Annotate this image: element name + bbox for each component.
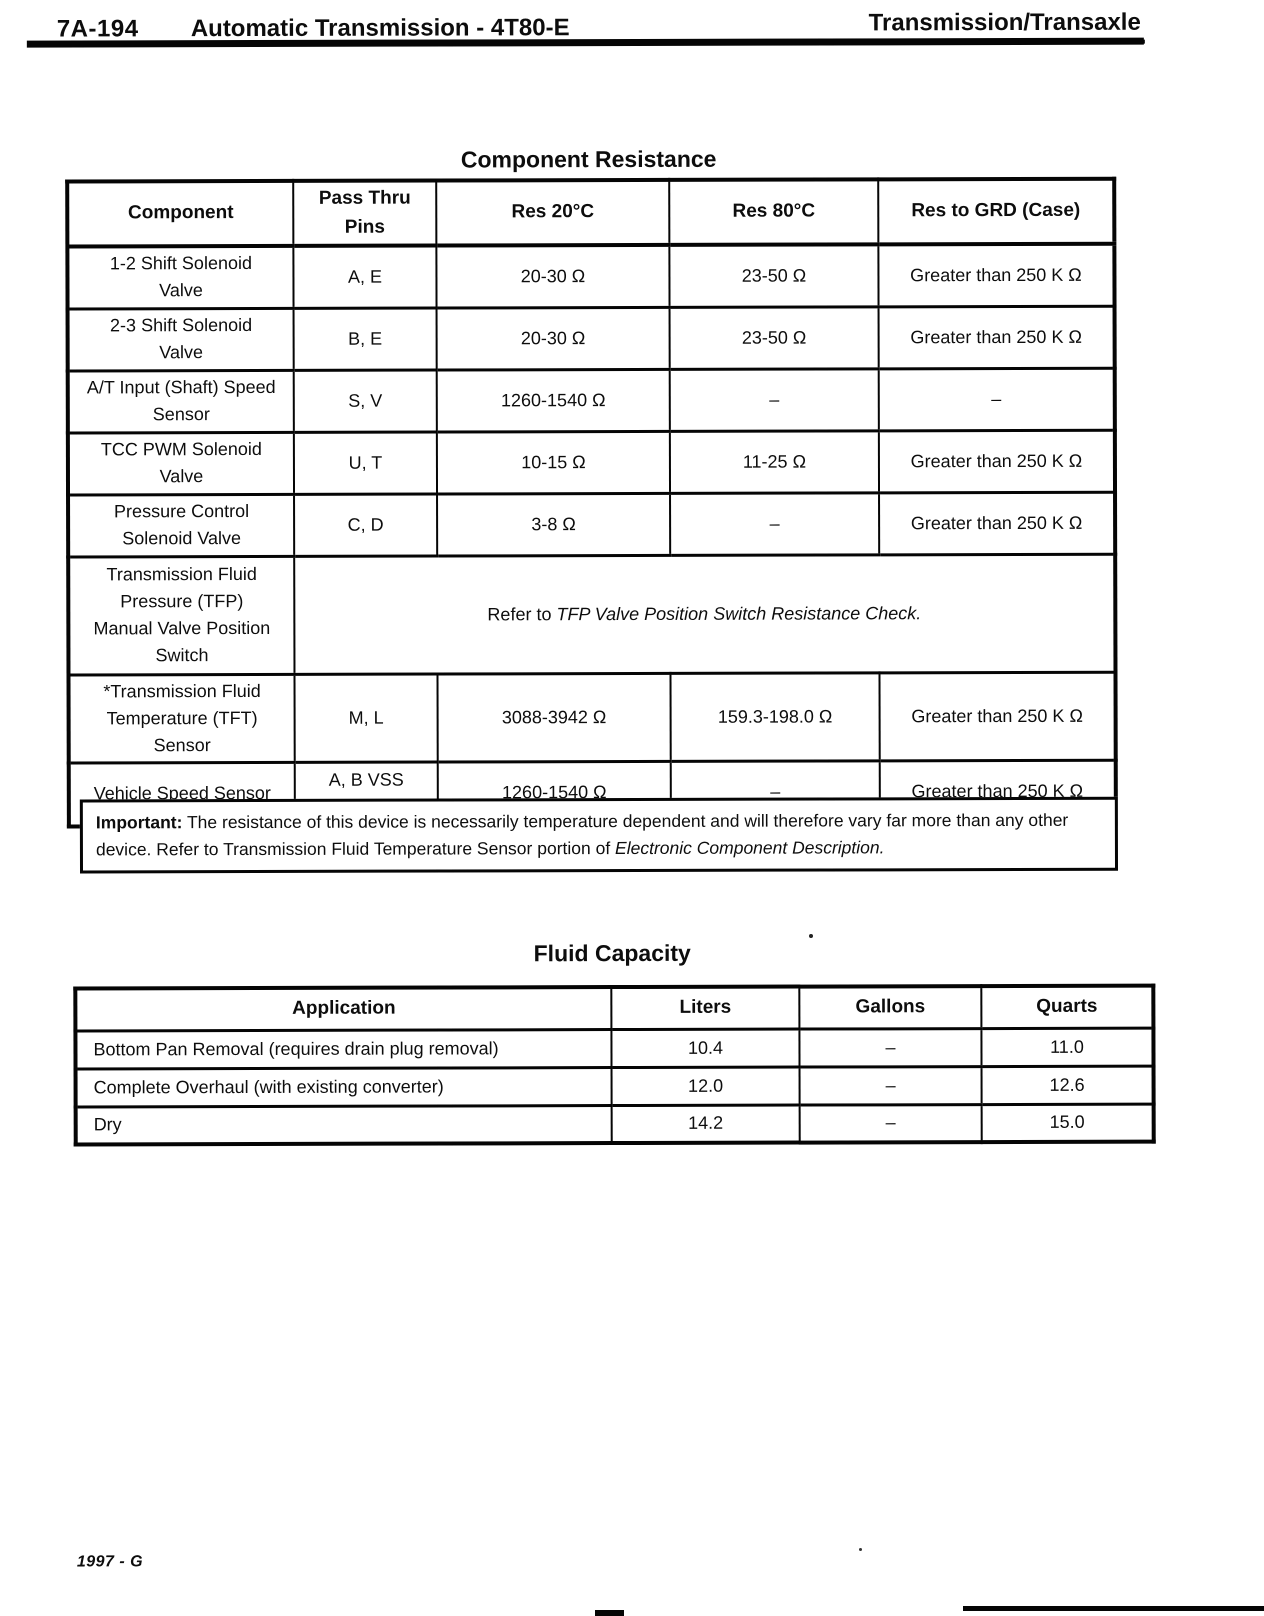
quarts-cell: 11.0 [981, 1027, 1154, 1067]
col-header-gallons: Gallons [799, 986, 982, 1029]
table-row: Bottom Pan Removal (requires drain plug … [75, 1027, 1154, 1069]
col-header-quarts: Quarts [981, 985, 1154, 1029]
pins-cell: U, T [293, 431, 438, 494]
col-header-grd: Res to GRD (Case) [878, 178, 1115, 245]
refer-cell: Refer to TFP Valve Position Switch Resis… [294, 553, 1116, 674]
col-header-liters: Liters [611, 986, 800, 1030]
scan-speck [859, 1548, 862, 1551]
page-number: 7A-194 [56, 15, 139, 43]
table-row: 2-3 Shift Solenoid Valve B, E 20-30 Ω 23… [67, 305, 1115, 371]
refer-reference: TFP Valve Position Switch Resistance Che… [556, 602, 922, 624]
res20-cell: 1260-1540 Ω [436, 368, 670, 432]
quarts-cell: 15.0 [981, 1103, 1154, 1143]
pins-cell: C, D [294, 493, 438, 556]
component-cell: 2-3 Shift Solenoid Valve [67, 307, 294, 371]
scan-mark [595, 1610, 624, 1616]
res80-cell: – [670, 492, 880, 555]
header-rule-tail [1018, 39, 1145, 44]
scan-mark [963, 1606, 1264, 1611]
grd-cell: Greater than 250 K Ω [879, 491, 1116, 555]
grd-cell: Greater than 250 K Ω [878, 429, 1116, 493]
res80-cell: 159.3-198.0 Ω [670, 672, 880, 761]
component-cell: Pressure Control Solenoid Valve [68, 493, 295, 557]
table-row: TCC PWM Solenoid Valve U, T 10-15 Ω 11-2… [67, 429, 1116, 495]
fluid-capacity-table: Application Liters Gallons Quarts Bottom… [73, 983, 1156, 1147]
table-row: Pressure Control Solenoid Valve C, D 3-8… [68, 491, 1116, 557]
table-row-tfp: Transmission Fluid Pressure (TFP) Manual… [68, 553, 1116, 675]
res20-cell: 3-8 Ω [437, 492, 671, 556]
chapter-title: Transmission/Transaxle [868, 8, 1141, 37]
pins-cell: B, E [293, 307, 437, 370]
scan-speck [809, 934, 813, 938]
component-cell: Transmission Fluid Pressure (TFP) Manual… [68, 555, 295, 675]
footer-code: 1997 - G [76, 1553, 144, 1571]
gallons-cell: – [799, 1104, 982, 1143]
component-cell: A/T Input (Shaft) Speed Sensor [67, 369, 294, 433]
grd-cell: Greater than 250 K Ω [879, 671, 1116, 761]
res80-cell: 11-25 Ω [669, 430, 880, 493]
gallons-cell: – [799, 1028, 982, 1067]
res20-cell: 3088-3942 Ω [437, 672, 671, 762]
col-header-component: Component [67, 180, 294, 247]
component-resistance-title: Component Resistance [460, 145, 717, 173]
col-header-res20: Res 20°C [436, 179, 670, 246]
grd-cell: – [878, 367, 1115, 431]
component-resistance-table: Component Pass Thru Pins Res 20°C Res 80… [65, 176, 1118, 829]
table-row: Complete Overhaul (with existing convert… [75, 1065, 1154, 1107]
table-header-row: Application Liters Gallons Quarts [75, 985, 1154, 1031]
important-text: The resistance of this device is necessa… [95, 809, 1069, 860]
gallons-cell: – [799, 1066, 982, 1105]
table-header-row: Component Pass Thru Pins Res 20°C Res 80… [67, 178, 1115, 247]
col-header-application: Application [75, 987, 612, 1031]
application-cell: Bottom Pan Removal (requires drain plug … [75, 1029, 612, 1069]
application-cell: Complete Overhaul (with existing convert… [75, 1067, 612, 1107]
table-row: *Transmission Fluid Temperature (TFT) Se… [68, 671, 1116, 763]
refer-prefix: Refer to [487, 603, 557, 624]
grd-cell: Greater than 250 K Ω [878, 243, 1115, 307]
component-cell: *Transmission Fluid Temperature (TFT) Se… [68, 673, 295, 763]
important-label: Important: [95, 812, 183, 833]
liters-cell: 14.2 [611, 1104, 800, 1144]
col-header-res80: Res 80°C [669, 179, 879, 245]
table-row: A/T Input (Shaft) Speed Sensor S, V 1260… [67, 367, 1115, 433]
col-header-pins: Pass Thru Pins [293, 180, 437, 246]
pins-cell: S, V [293, 369, 437, 432]
res80-cell: 23-50 Ω [669, 306, 879, 369]
component-cell: TCC PWM Solenoid Valve [67, 431, 295, 495]
res20-cell: 20-30 Ω [436, 306, 670, 370]
res20-cell: 10-15 Ω [436, 430, 671, 494]
component-cell: 1-2 Shift Solenoid Valve [67, 245, 294, 309]
application-cell: Dry [75, 1105, 612, 1145]
res80-cell: – [669, 368, 879, 431]
liters-cell: 10.4 [611, 1028, 800, 1068]
pins-cell: A, E [293, 245, 437, 308]
important-note: Important: The resistance of this device… [79, 796, 1119, 874]
quarts-cell: 12.6 [981, 1065, 1154, 1105]
table-row: 1-2 Shift Solenoid Valve A, E 20-30 Ω 23… [67, 243, 1115, 309]
fluid-capacity-title: Fluid Capacity [533, 939, 691, 967]
liters-cell: 12.0 [611, 1066, 800, 1106]
pins-cell: M, L [294, 673, 438, 762]
grd-cell: Greater than 250 K Ω [878, 305, 1115, 369]
important-reference: Electronic Component Description. [615, 837, 885, 859]
table-row: Dry 14.2 – 15.0 [75, 1103, 1154, 1145]
res80-cell: 23-50 Ω [669, 244, 879, 307]
res20-cell: 20-30 Ω [436, 244, 670, 308]
